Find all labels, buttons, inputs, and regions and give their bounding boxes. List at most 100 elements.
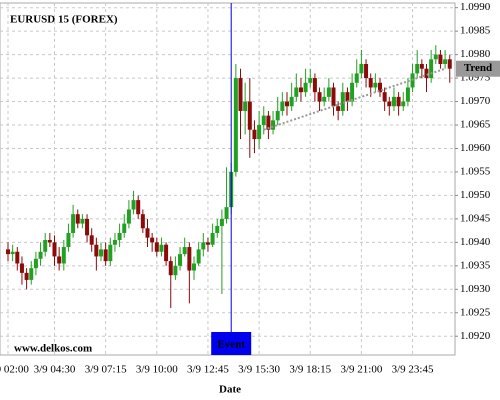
y-tick-label: 1.0955 bbox=[460, 165, 491, 177]
candle-body bbox=[224, 207, 229, 219]
candle-body bbox=[271, 120, 276, 130]
y-tick-label: 1.0960 bbox=[460, 142, 491, 154]
trend-label-box bbox=[456, 60, 500, 77]
y-tick-label: 1.0940 bbox=[460, 236, 491, 248]
candle-body bbox=[387, 101, 392, 107]
candle-body bbox=[266, 115, 271, 130]
candle-body bbox=[424, 68, 429, 79]
candle-body bbox=[33, 258, 38, 269]
candle-body bbox=[43, 240, 48, 252]
candle-body bbox=[331, 87, 336, 107]
y-tick-label: 1.0930 bbox=[460, 283, 491, 295]
candle-body bbox=[247, 101, 252, 130]
candle-body bbox=[71, 214, 76, 233]
candle-body bbox=[308, 78, 313, 83]
x-tick-label: 3/9 04:30 bbox=[34, 364, 76, 376]
candle-body bbox=[131, 200, 136, 210]
candle-body bbox=[99, 249, 103, 257]
candle-body bbox=[159, 244, 164, 252]
candle-body bbox=[126, 209, 131, 224]
candle-body bbox=[10, 251, 15, 255]
candle-body bbox=[47, 240, 52, 243]
candle-body bbox=[433, 54, 438, 60]
candle-body bbox=[391, 96, 396, 107]
candle-body bbox=[168, 261, 173, 276]
candle-body bbox=[396, 96, 401, 107]
candle-body bbox=[303, 82, 308, 93]
candle-body bbox=[164, 244, 169, 262]
candle-body bbox=[112, 240, 117, 245]
candle-body bbox=[24, 272, 29, 280]
candle-body bbox=[215, 225, 220, 233]
candle-body bbox=[238, 78, 243, 111]
candle-body bbox=[340, 92, 345, 111]
candle-body bbox=[117, 232, 122, 241]
candle-body bbox=[61, 247, 66, 264]
candle-body bbox=[336, 106, 341, 111]
x-tick-label: 3/9 10:00 bbox=[136, 364, 178, 376]
candle-body bbox=[80, 218, 85, 224]
candle-body bbox=[285, 101, 289, 107]
x-tick-label: 3/9 02:00 bbox=[0, 364, 29, 376]
candle-body bbox=[354, 73, 359, 83]
candle-body bbox=[19, 263, 24, 273]
x-tick-label: 3/9 12:45 bbox=[187, 364, 229, 376]
candle-body bbox=[368, 78, 373, 88]
candle-body bbox=[122, 223, 127, 233]
x-tick-label: 3/9 21:00 bbox=[340, 364, 382, 376]
y-tick-label: 1.0990 bbox=[460, 1, 491, 13]
candle-body bbox=[89, 235, 94, 245]
x-axis-label: Date bbox=[219, 384, 241, 396]
candle-body bbox=[145, 228, 150, 238]
y-tick-label: 1.0980 bbox=[460, 48, 491, 60]
candle-body bbox=[196, 249, 201, 264]
candle-body bbox=[257, 125, 262, 140]
candle-body bbox=[52, 242, 57, 257]
candle-body bbox=[326, 87, 331, 97]
candle-body bbox=[378, 82, 382, 93]
candle-body bbox=[29, 268, 34, 280]
candle-body bbox=[294, 87, 299, 97]
y-tick-label: 1.0920 bbox=[460, 330, 491, 342]
x-tick-label: 3/9 18:15 bbox=[289, 364, 331, 376]
candle-body bbox=[312, 78, 317, 93]
y-tick-label: 1.0950 bbox=[460, 189, 491, 201]
x-tick-label: 3/9 23:45 bbox=[392, 364, 434, 376]
candle-body bbox=[280, 101, 285, 111]
candle-body bbox=[210, 232, 215, 245]
candle-body bbox=[252, 129, 257, 140]
candle-body bbox=[108, 244, 113, 262]
candle-body bbox=[205, 242, 210, 245]
candle-body bbox=[85, 218, 90, 236]
candle-body bbox=[275, 110, 280, 121]
candle-body bbox=[243, 101, 248, 111]
watermark: www.delkos.com bbox=[14, 343, 92, 355]
event-label: Event bbox=[217, 339, 245, 351]
candle-body bbox=[66, 232, 71, 248]
y-tick-label: 1.0985 bbox=[460, 25, 491, 37]
candle-body bbox=[103, 249, 108, 262]
candle-body bbox=[419, 64, 424, 69]
y-tick-label: 1.0935 bbox=[460, 259, 491, 271]
candle-body bbox=[57, 256, 62, 264]
candle-body bbox=[94, 244, 99, 257]
event-label-box bbox=[211, 332, 252, 355]
candle-body bbox=[201, 242, 206, 250]
y-tick-label: 1.0925 bbox=[460, 306, 491, 318]
candle-body bbox=[443, 59, 448, 65]
chart-title: EURUSD 15 (FOREX) bbox=[10, 14, 118, 26]
candle-body bbox=[364, 64, 369, 79]
x-tick-label: 3/9 15:30 bbox=[238, 364, 280, 376]
candle-body bbox=[154, 242, 159, 252]
candle-body bbox=[192, 263, 196, 271]
candle-body bbox=[298, 87, 303, 93]
candle-body bbox=[187, 247, 192, 271]
candle-body bbox=[15, 251, 20, 264]
candle-body bbox=[289, 96, 294, 107]
y-tick-label: 1.0965 bbox=[460, 119, 491, 131]
candle-body bbox=[415, 64, 420, 74]
candle-body bbox=[429, 59, 434, 79]
candle-body bbox=[182, 247, 187, 255]
x-tick-label: 3/9 07:15 bbox=[85, 364, 127, 376]
